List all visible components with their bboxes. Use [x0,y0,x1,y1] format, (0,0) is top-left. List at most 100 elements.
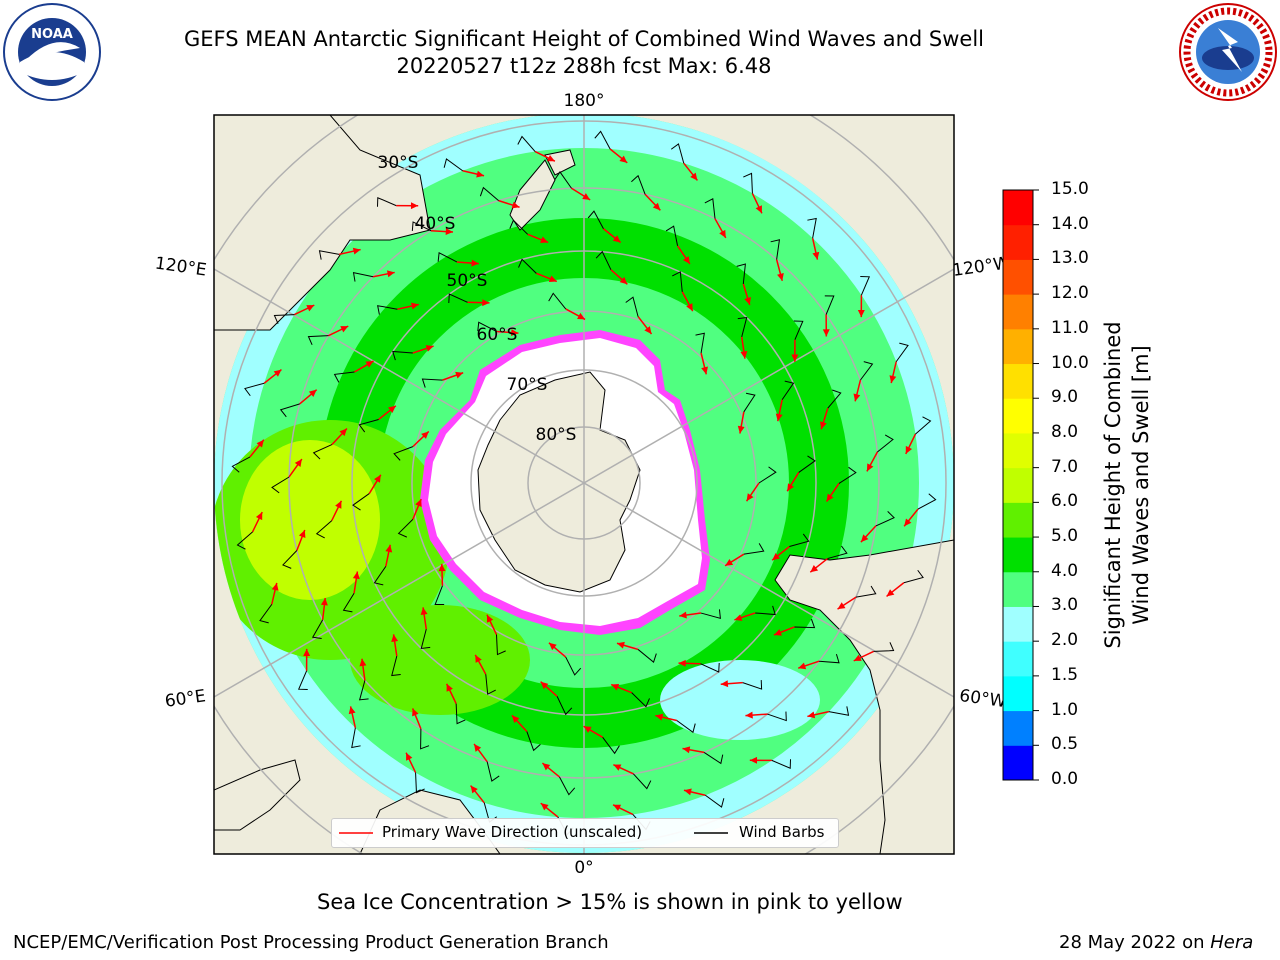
wave-arrowhead [734,614,743,621]
wind-barb [700,609,721,620]
wave-arrowhead [860,534,869,543]
wind-barb [743,172,753,194]
wind-barb [824,295,835,315]
wave-arrowhead [475,654,482,663]
wind-barb [637,649,657,663]
wave-arrowhead [482,299,490,307]
wave-arrowhead [772,553,780,561]
wind-barb [798,455,816,473]
wind-barb [632,773,652,790]
wave-arrowhead [619,155,628,163]
wind-barb [479,186,499,202]
wave-legend-line [339,832,373,834]
wind-barb [517,135,536,152]
wind-barb [860,361,874,381]
wave-arrowhead [866,463,874,472]
wave-arrowhead [749,756,758,764]
lon-label-120w: 120°W [951,253,1011,281]
colorbar-segment [1003,398,1033,434]
wind-barb [393,446,414,461]
footer-right: 28 May 2022 on Hera [1059,932,1253,953]
wind-barb [486,761,500,782]
colorbar-tick-label: 13.0 [1051,248,1089,269]
wind-barb [391,656,401,677]
wind-barb [556,696,573,716]
wave-arrowhead [542,763,551,771]
wind-barb [273,314,295,324]
wave-arrowhead [619,276,628,285]
wind-barb [236,531,253,550]
colorbar-tick-label: 6.0 [1051,491,1079,512]
wave-arrowhead [807,711,816,719]
legend-wave-label: Primary Wave Direction (unscaled) [382,823,643,841]
wind-barb [376,196,397,207]
wind-barb [312,444,333,460]
lon-label-0: 0° [574,858,593,878]
wind-barb [758,466,777,484]
wind-barb [509,219,529,235]
wind-barb [827,545,848,560]
colorbar-segment [1003,641,1033,677]
colorbar-segment [1003,328,1033,365]
wind-barb [742,680,763,690]
wave-arrowhead [853,654,862,661]
noaa-logo: NOAA [2,2,102,106]
wave-direction-arrows [231,130,937,836]
barb-legend-line [694,832,728,834]
wave-arrowhead [391,634,399,643]
wind-barb [875,511,895,527]
wave-arrowhead [470,785,478,794]
wave-arrowhead [540,681,549,690]
wave-arrowhead [540,803,549,811]
wind-barb [781,380,795,400]
wave-arrowhead [810,565,819,573]
colorbar-title-line2: Wind Waves and Swell [m] [1129,345,1153,625]
wave-arrowhead [690,172,698,181]
wave-arrowhead [889,375,897,384]
wind-barb [358,680,369,701]
wave-arrowhead [340,326,349,333]
wind-barb [565,656,582,676]
wind-barb [559,776,576,796]
map-frame [213,114,955,855]
wind-barb [915,416,932,435]
wave-arrowhead [616,641,625,649]
wave-arrowhead [420,607,428,615]
wave-arrowhead [455,371,464,379]
colorbar-tick-label: 10.0 [1051,352,1089,373]
wind-barb [703,752,724,765]
wind-barb [397,519,414,538]
wave-arrowhead [837,602,846,610]
colorbar-segment [1003,224,1033,260]
wave-arrowhead [511,715,520,723]
wind-barb [351,727,361,749]
wave-arrowhead [546,154,555,162]
wind-barb [420,728,430,750]
colorbar-tick-label: 11.0 [1051,317,1089,338]
wind-barb [860,275,871,296]
wind-barb [602,737,620,755]
lat-label-30s: 30°S [378,153,419,173]
wave-arrowhead [652,202,661,211]
wave-arrowhead [476,170,485,178]
wind-barb [373,566,387,586]
footer-machine: Hera [1210,932,1254,953]
wave-arrowhead [744,297,751,305]
wave-arrowhead [339,428,347,437]
wave-arrowhead [740,351,748,359]
wave-arrowhead [511,201,520,209]
wave-arrowhead [812,251,820,260]
wave-arrowhead [678,659,686,667]
wind-barb [342,593,355,613]
wave-arrowhead [273,369,282,377]
wave-arrowhead [787,483,794,492]
colorbar-tick-label: 8.0 [1051,421,1079,442]
wave-arrowhead [410,202,419,210]
wave-arrowhead [510,329,519,337]
wind-barb [771,759,792,770]
wind-barb [665,225,679,246]
wave-arrowhead [365,361,374,368]
wave-arrowhead [359,658,367,667]
wind-barb [333,371,355,383]
